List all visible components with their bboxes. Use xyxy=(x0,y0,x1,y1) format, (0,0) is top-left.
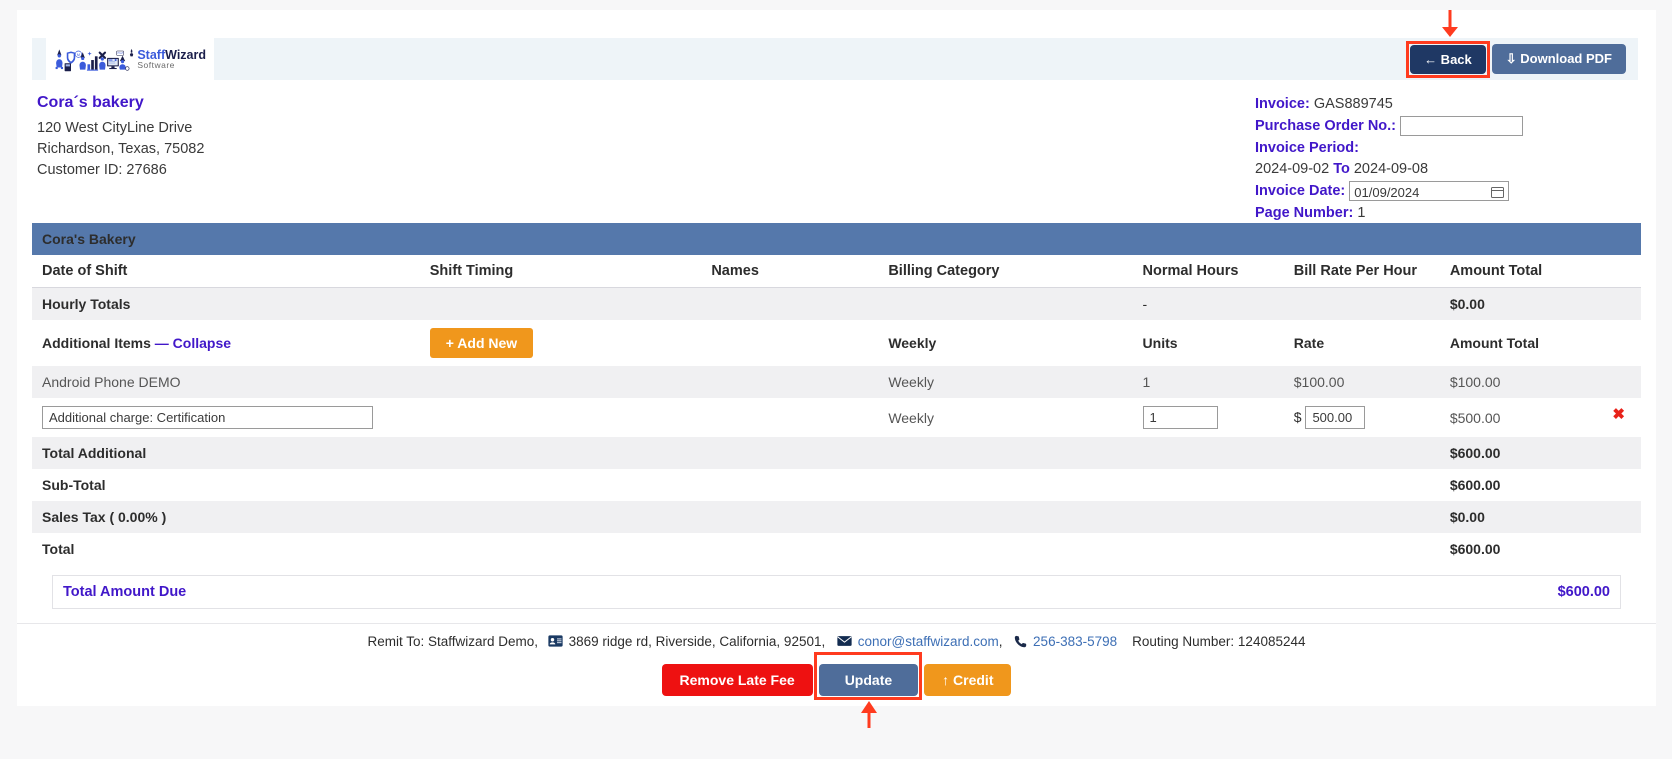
svg-text:M: M xyxy=(77,52,80,56)
